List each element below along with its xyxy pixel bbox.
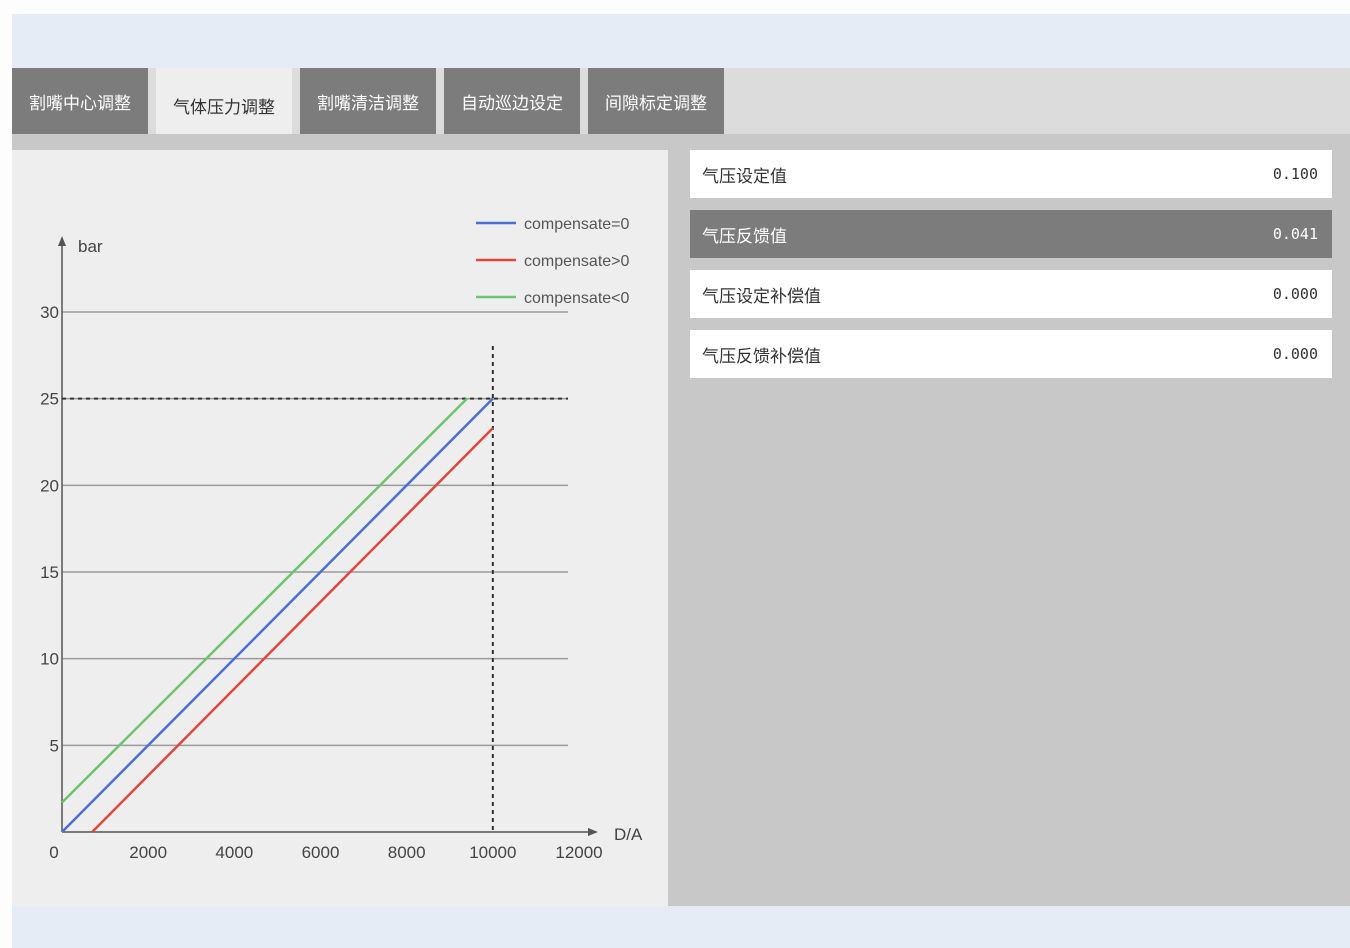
field-label: 气压反馈补偿值 — [702, 346, 821, 367]
y-tick-label: 15 — [40, 563, 59, 582]
series-line-1 — [91, 427, 494, 833]
top-band — [12, 14, 1350, 68]
field-value: 0.100 — [1272, 165, 1318, 183]
legend-label: compensate<0 — [524, 290, 630, 307]
pressure-setpoint-compensation-field[interactable]: 气压设定补偿值 0.000 — [690, 270, 1332, 318]
bottom-band — [12, 906, 1350, 948]
y-tick-label: 25 — [40, 390, 59, 409]
pressure-feedback-field[interactable]: 气压反馈值 0.041 — [690, 210, 1332, 258]
tab-gas-pressure[interactable]: 气体压力调整 — [156, 68, 292, 142]
field-label: 气压设定补偿值 — [702, 286, 821, 307]
series-line-2 — [61, 397, 468, 804]
x-tick-label: 4000 — [215, 843, 253, 862]
series-line-0 — [61, 397, 494, 833]
pressure-setpoint-field[interactable]: 气压设定值 0.100 — [690, 150, 1332, 198]
tab-nozzle-cleaning[interactable]: 割嘴清洁调整 — [300, 68, 436, 134]
field-label: 气压反馈值 — [702, 226, 787, 247]
x-axis-arrow — [588, 828, 598, 836]
tab-gap-calibration[interactable]: 间隙标定调整 — [588, 68, 724, 134]
x-tick-label: 0 — [49, 843, 58, 862]
pressure-feedback-compensation-field[interactable]: 气压反馈补偿值 0.000 — [690, 330, 1332, 378]
y-tick-label: 10 — [40, 650, 59, 669]
field-label: 气压设定值 — [702, 166, 787, 187]
x-tick-label: 2000 — [129, 843, 167, 862]
legend-label: compensate>0 — [524, 253, 630, 270]
y-tick-label: 30 — [40, 303, 59, 322]
y-axis-arrow — [58, 236, 66, 246]
x-tick-label: 6000 — [302, 843, 340, 862]
y-tick-label: 20 — [40, 476, 59, 495]
x-tick-label: 8000 — [388, 843, 426, 862]
x-tick-label: 10000 — [469, 843, 516, 862]
tab-auto-edge-finding[interactable]: 自动巡边设定 — [444, 68, 580, 134]
field-value: 0.041 — [1272, 225, 1318, 243]
legend-label: compensate=0 — [524, 216, 630, 233]
field-value: 0.000 — [1272, 285, 1318, 303]
pressure-chart-panel: 5 10 15 20 25 30 bar D/A 0 2000 4000 6000 8000 10000 1… — [12, 150, 668, 906]
pressure-chart: 5 10 15 20 25 30 bar D/A 0 2000 4000 6000 8000 10000 1… — [40, 216, 643, 862]
main-panel: 5 10 15 20 25 30 bar D/A 0 2000 4000 6000 8000 10000 1… — [12, 134, 1350, 906]
tab-bar: 割嘴中心调整 气体压力调整 割嘴清洁调整 自动巡边设定 间隙标定调整 — [12, 68, 1350, 142]
x-axis-label: D/A — [614, 825, 643, 844]
x-tick-label: 12000 — [555, 843, 602, 862]
y-tick-label: 5 — [50, 736, 59, 755]
y-axis-label: bar — [78, 237, 103, 256]
field-value: 0.000 — [1272, 345, 1318, 363]
tab-nozzle-center[interactable]: 割嘴中心调整 — [12, 68, 148, 134]
